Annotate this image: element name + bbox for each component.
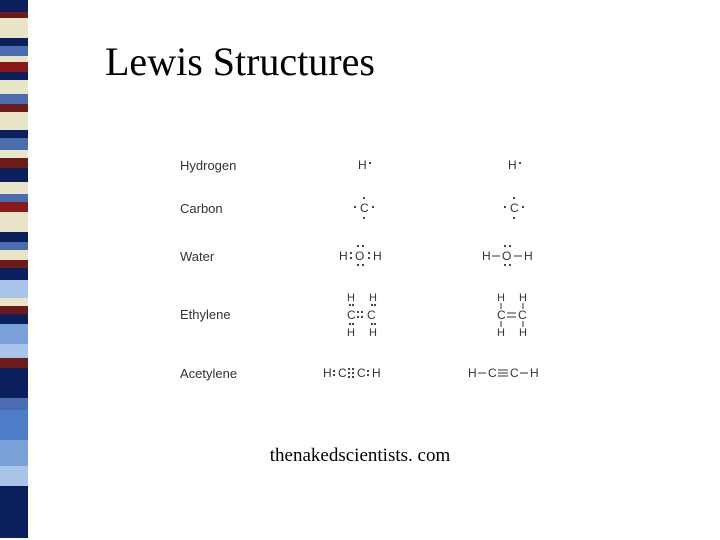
svg-text:C: C [497,308,506,322]
sidebar-stripe [0,18,28,38]
svg-text:C: C [488,366,497,380]
sidebar-stripe [0,280,28,298]
sidebar-stripe [0,298,28,306]
row-label: Water [180,249,290,264]
page-title: Lewis Structures [105,38,375,85]
dot-structure-cell: H O H [290,241,440,271]
svg-text:H: H [519,292,527,304]
sidebar-stripe [0,130,28,138]
sidebar-stripe [0,80,28,94]
dot-structure-cell: H C C H [290,361,440,385]
sidebar-stripe [0,158,28,168]
sidebar-stripe [0,324,28,344]
sidebar-stripe [0,314,28,324]
table-row: Carbon C C [180,193,620,223]
sidebar-stripe [0,250,28,260]
sidebar-stripe [0,46,28,56]
svg-text:H: H [369,292,377,304]
svg-text:H: H [323,366,332,380]
svg-text:O: O [502,249,511,263]
line-structure-cell: H [440,155,590,175]
svg-text:H: H [524,249,533,263]
svg-text:H: H [519,327,527,339]
row-label: Carbon [180,201,290,216]
row-label: Ethylene [180,307,290,322]
sidebar-stripe [0,62,28,72]
svg-text:C: C [338,366,347,380]
svg-text:C: C [510,201,519,215]
sidebar-stripe [0,0,28,12]
sidebar-stripe [0,486,28,538]
svg-text:H: H [530,366,539,380]
svg-text:H: H [369,327,377,339]
svg-text:H: H [482,249,491,263]
svg-text:C: C [518,308,527,322]
sidebar-stripe [0,202,28,212]
sidebar-stripe [0,38,28,46]
svg-text:O: O [355,249,364,263]
sidebar-stripe [0,410,28,440]
svg-text:H: H [508,158,517,172]
svg-text:C: C [360,201,369,215]
dot-structure-cell: C [290,193,440,223]
sidebar-stripe [0,138,28,150]
sidebar-stripe [0,242,28,250]
dot-structure-cell: H H C C H H [290,289,440,339]
sidebar-stripe [0,72,28,80]
sidebar-stripe [0,368,28,398]
svg-text:C: C [357,366,366,380]
footer-credit: thenakedscientists. com [0,445,720,467]
svg-text:C: C [367,308,376,322]
line-structure-cell: H O H [440,241,590,271]
sidebar-stripe [0,232,28,242]
sidebar-stripe [0,112,28,130]
sidebar-stripe [0,150,28,158]
line-structure-cell: H H C C H H [440,289,590,339]
svg-text:C: C [347,308,356,322]
sidebar-stripe [0,182,28,194]
dot-structure-cell: H [290,155,440,175]
sidebar-stripe [0,306,28,314]
sidebar-stripe [0,168,28,182]
svg-text:H: H [373,249,382,263]
svg-text:H: H [497,327,505,339]
svg-text:H: H [497,292,505,304]
svg-text:H: H [347,327,355,339]
svg-text:H: H [372,366,381,380]
table-row: Water H O H H O [180,241,620,271]
sidebar-stripe [0,466,28,486]
svg-text:H: H [347,292,355,304]
line-structure-cell: H C C H [440,361,590,385]
sidebar-stripe [0,358,28,368]
svg-text:C: C [510,366,519,380]
lewis-structures-table: Hydrogen H H Carbon C [180,155,620,403]
sidebar-stripe [0,104,28,112]
sidebar-stripe [0,212,28,232]
line-structure-cell: C [440,193,590,223]
svg-text:H: H [468,366,477,380]
table-row: Ethylene H H C C H H [180,289,620,339]
sidebar-stripe [0,344,28,358]
svg-text:H: H [339,249,348,263]
table-row: Hydrogen H H [180,155,620,175]
sidebar-stripe [0,94,28,104]
sidebar-stripe [0,194,28,202]
sidebar-stripe [0,398,28,410]
svg-text:H: H [358,158,367,172]
sidebar-stripe [0,260,28,268]
sidebar-stripe [0,268,28,280]
row-label: Acetylene [180,366,290,381]
table-row: Acetylene H C C H H [180,361,620,385]
row-label: Hydrogen [180,158,290,173]
